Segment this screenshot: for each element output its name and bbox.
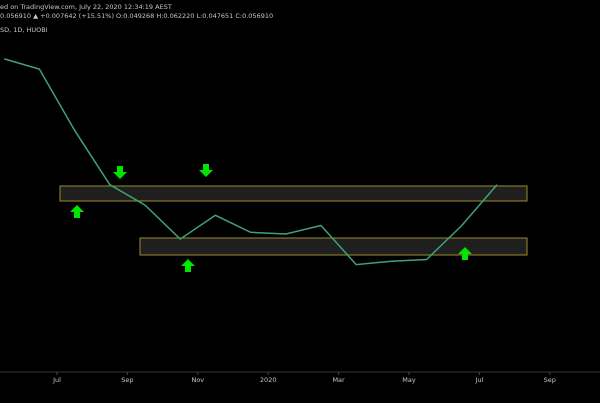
x-tick-label: May — [402, 376, 416, 384]
symbol-title: SD, 1D, HUOBI — [0, 26, 48, 34]
resistance-zone — [59, 185, 528, 202]
x-tick-label: Jul — [474, 376, 483, 384]
up-arrow — [70, 205, 84, 218]
arrows — [70, 164, 472, 272]
x-tick-label: Sep — [121, 376, 133, 384]
up-arrow — [181, 259, 195, 272]
down-arrow — [199, 164, 213, 177]
down-arrow — [113, 166, 127, 179]
support-zone — [139, 237, 528, 256]
x-tick-label: 2020 — [260, 376, 277, 384]
x-tick-label: Mar — [332, 376, 345, 384]
x-tick-label: Sep — [544, 376, 556, 384]
price-line — [3, 58, 498, 266]
x-tick-label: Nov — [191, 376, 204, 384]
header-source: ed on TradingView.com, July 22, 2020 12:… — [0, 3, 172, 11]
x-tick-label: Jul — [52, 376, 61, 384]
header-quote: 0.056910 ▲ +0.007642 (+15.51%) O:0.04926… — [0, 12, 273, 20]
up-arrow — [458, 247, 472, 260]
